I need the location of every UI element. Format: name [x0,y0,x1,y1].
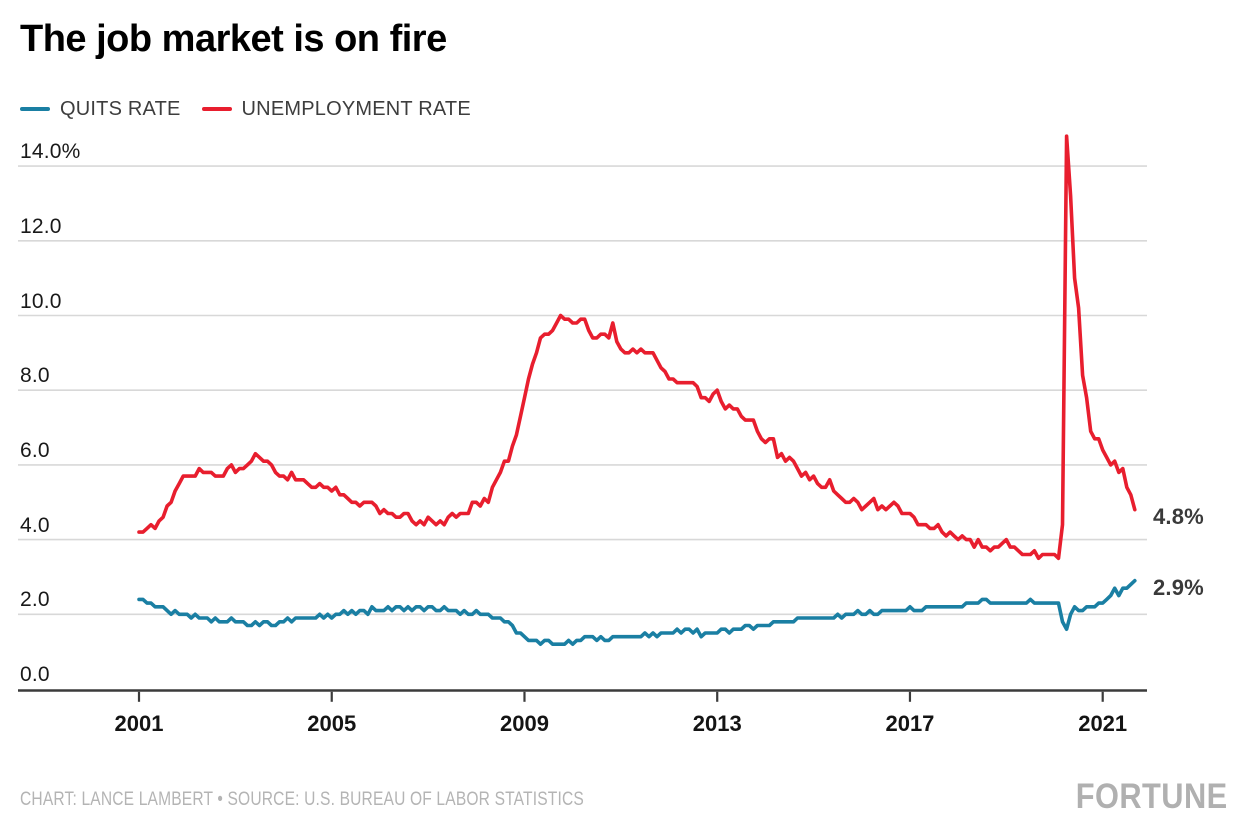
unemployment-line-swatch-icon [201,106,232,112]
y-axis-label-6: 6.0 [20,438,50,462]
legend-label-quits: QUITS RATE [60,97,181,120]
quits-line-swatch-icon [20,106,50,112]
x-axis-label-2001: 2001 [114,711,164,736]
unemployment-end-value: 4.8% [1153,503,1204,529]
source-credit: CHART: LANCE LAMBERT • SOURCE: U.S. BURE… [20,789,584,810]
y-axis-label-10: 10.0 [20,289,62,313]
y-axis-label-8: 8.0 [20,364,50,388]
y-axis-label-4: 4.0 [20,513,50,537]
x-axis-label-2021: 2021 [1078,711,1128,736]
quits-line [137,578,1137,647]
y-axis-label-14: 14.0% [20,140,81,164]
x-axis-label-2009: 2009 [499,711,549,736]
legend: QUITS RATE UNEMPLOYMENT RATE [20,97,471,121]
y-axis-label-0: 0.0 [20,663,50,686]
legend-label-unemployment: UNEMPLOYMENT RATE [241,97,471,120]
x-axis-label-2005: 2005 [307,711,357,736]
chart-title: The job market is on fire [20,18,447,60]
x-axis-label-2013: 2013 [692,711,742,736]
legend-item-quits: QUITS RATE [20,98,181,121]
y-axis-label-2: 2.0 [20,588,50,612]
x-axis-label-2017: 2017 [885,711,935,736]
unemployment-line [137,134,1137,561]
legend-item-unemployment: UNEMPLOYMENT RATE [201,97,471,121]
quits-end-value: 2.9% [1153,574,1204,600]
fortune-logo: FORTUNE [1076,777,1228,816]
y-axis-label-12: 12.0 [20,214,62,238]
